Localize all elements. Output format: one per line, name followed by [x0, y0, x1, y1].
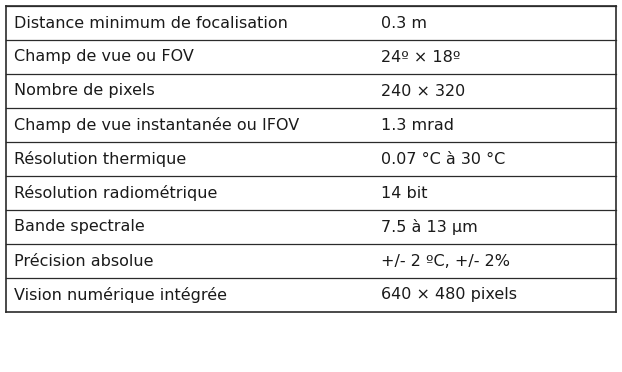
Text: Vision numérique intégrée: Vision numérique intégrée: [14, 287, 227, 303]
Text: Nombre de pixels: Nombre de pixels: [14, 83, 155, 99]
Text: 0.3 m: 0.3 m: [381, 16, 427, 31]
Text: +/- 2 ºC, +/- 2%: +/- 2 ºC, +/- 2%: [381, 253, 510, 269]
Text: Bande spectrale: Bande spectrale: [14, 219, 145, 234]
Text: Distance minimum de focalisation: Distance minimum de focalisation: [14, 16, 288, 31]
Text: 240 × 320: 240 × 320: [381, 83, 465, 99]
Text: Champ de vue instantanée ou IFOV: Champ de vue instantanée ou IFOV: [14, 117, 299, 133]
Text: 0.07 °C à 30 °C: 0.07 °C à 30 °C: [381, 151, 506, 167]
Text: 7.5 à 13 μm: 7.5 à 13 μm: [381, 219, 478, 235]
Text: 14 bit: 14 bit: [381, 186, 428, 201]
Text: 640 × 480 pixels: 640 × 480 pixels: [381, 288, 517, 302]
Text: Résolution thermique: Résolution thermique: [14, 151, 186, 167]
Text: Champ de vue ou FOV: Champ de vue ou FOV: [14, 49, 194, 64]
Text: 1.3 mrad: 1.3 mrad: [381, 118, 454, 132]
Text: 24º × 18º: 24º × 18º: [381, 49, 460, 64]
Text: Précision absolue: Précision absolue: [14, 253, 154, 269]
Text: Résolution radiométrique: Résolution radiométrique: [14, 185, 217, 201]
